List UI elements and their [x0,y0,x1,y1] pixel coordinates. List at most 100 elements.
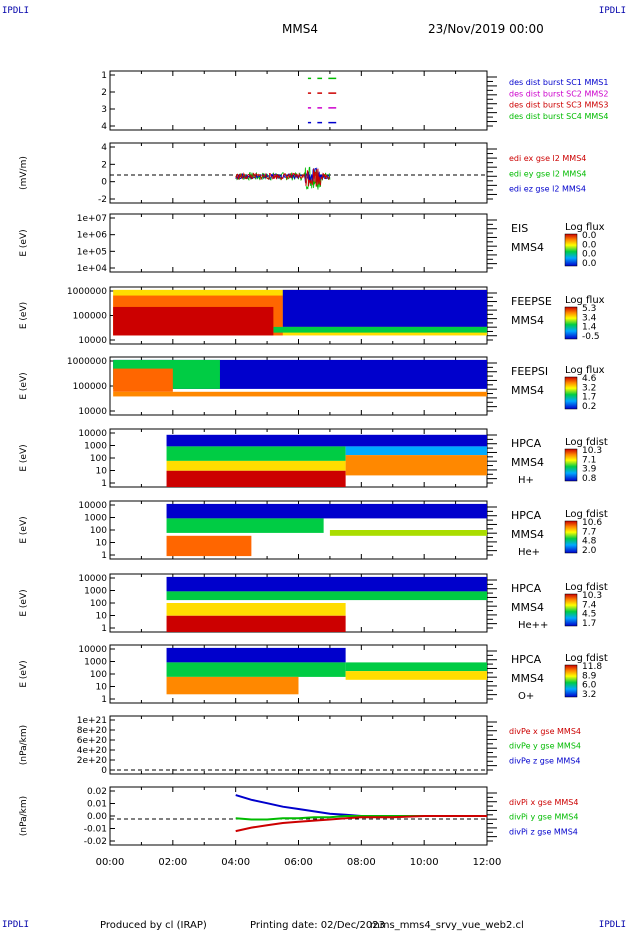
series-label: divPi x gse MMS4 [509,798,578,807]
hpca-hepp-band [166,603,346,616]
hpca-he-band [166,518,324,533]
series-label: edi ez gse l2 MMS4 [509,185,586,194]
y-tick-label: 10000 [78,501,107,511]
colorbar-hpca_o [564,664,578,698]
colorbar-tick-label: 0.0 [582,231,597,241]
hpca-o-band [166,662,346,677]
instrument-label: HPCA [511,653,542,666]
y-tick-label: 1 [101,479,107,489]
y-tick-label: 1e+21 [77,716,107,726]
series-label: edi ex gse l2 MMS4 [509,154,586,163]
corner-label-tr: IPDLI [598,6,626,16]
instrument-label: FEEPSE [511,295,552,308]
y-tick-label: -0.01 [84,825,107,835]
colorbar-tick-label: 1.7 [582,619,596,629]
colorbar-tick-label: 3.2 [582,383,596,393]
y-tick-label: 10000 [78,429,107,439]
colorbar-title: Log fdist [565,582,608,593]
y-tick-label: 2 [101,88,107,98]
series-label: des dist burst SC2 MMS2 [509,89,608,98]
colorbar-tick-label: 0.0 [582,259,597,269]
instrument-label: MMS4 [511,241,544,254]
colorbar-feepse [564,306,578,340]
colorbar-hpca_hepp [564,593,578,627]
y-tick-label: 1000 [84,442,107,452]
y-axis-label: (nPa/km) [19,796,29,836]
panel-frame-eis [109,213,488,273]
x-tick-label: 08:00 [347,857,376,868]
y-tick-label: 1 [101,71,107,81]
colorbar-tick-label: 3.9 [582,465,597,475]
instrument-label: HPCA [511,437,542,450]
y-tick-label: 1e+06 [77,231,108,241]
instrument-label: HPCA [511,582,542,595]
hpca-hepp-band [166,615,346,632]
y-tick-label: 10000 [78,645,107,655]
colorbar-title: Log flux [565,222,605,233]
panel-frame-divpe [109,715,488,775]
y-axis-label: E (eV) [19,229,29,256]
y-tick-label: 1e+05 [77,247,107,257]
y-tick-label: 0.00 [87,812,107,822]
colorbar-tick-label: 3.4 [582,313,597,323]
y-tick-label: 10 [96,683,108,693]
feepsi-band [113,391,488,397]
instrument-label: MMS4 [511,528,544,541]
date-title: 23/Nov/2019 00:00 [428,22,544,36]
series-label: des dist burst SC1 MMS1 [509,78,608,87]
y-tick-label: 100000 [73,382,108,392]
colorbar-tick-label: 6.0 [582,681,597,691]
hpca-he-band [166,535,252,557]
x-tick-label: 04:00 [221,857,250,868]
y-tick-label: 1e+07 [77,214,107,224]
instrument-label: He+ [518,547,540,558]
hpca-o-band [166,676,299,695]
instrument-label: MMS4 [511,456,544,469]
colorbar-tick-label: 7.7 [582,527,596,537]
colorbar-tick-label: 5.3 [582,304,596,314]
y-tick-label: 4 [101,143,107,153]
colorbar-tick-label: 10.6 [582,518,602,528]
y-tick-label: -2 [98,195,107,205]
y-axis-label: E (eV) [19,589,29,616]
y-tick-label: 10000 [78,574,107,584]
hpca-he-band [329,530,487,536]
footer-printing-date: Printing date: 02/Dec/2023 [250,920,386,931]
colorbar-tick-label: 0.2 [582,402,596,412]
feepse-band [113,306,274,336]
corner-label-bl: IPDLI [2,920,30,930]
series-label: divPe x gse MMS4 [509,727,581,736]
panel-frame-efield [109,142,488,204]
hpca-o-band [345,671,487,680]
y-tick-label: 1 [101,624,107,634]
y-tick-label: 1 [101,695,107,705]
series-label: divPi z gse MMS4 [509,827,578,836]
y-tick-label: 100000 [73,312,108,322]
colorbar-hpca_h [564,448,578,482]
x-tick-label: 12:00 [473,857,502,868]
colorbar-tick-label: 7.4 [582,600,597,610]
y-tick-label: 100 [90,526,107,536]
hpca-h-band [166,446,346,461]
y-axis-label: E (eV) [19,444,29,471]
y-tick-label: 10 [96,467,108,477]
hpca-h-band [345,455,487,476]
y-tick-label: 4e+20 [77,746,108,756]
y-tick-label: 1000 [84,587,107,597]
panel-frame-burst [109,70,488,131]
colorbar-tick-label: 4.8 [582,537,597,547]
y-axis-label: (mV/m) [19,156,29,190]
hpca-h-band [345,446,487,456]
y-tick-label: 1000 [84,658,107,668]
colorbar-tick-label: 11.8 [582,662,602,672]
corner-label-br: IPDLI [598,920,626,930]
y-tick-label: 10 [96,612,108,622]
x-tick-label: 06:00 [284,857,313,868]
y-tick-label: 3 [101,105,107,115]
colorbar-eis [564,233,578,267]
colorbar-title: Log flux [565,365,605,376]
colorbar-title: Log fdist [565,437,608,448]
colorbar-tick-label: 0.0 [582,250,597,260]
y-tick-label: 1000 [84,514,107,524]
